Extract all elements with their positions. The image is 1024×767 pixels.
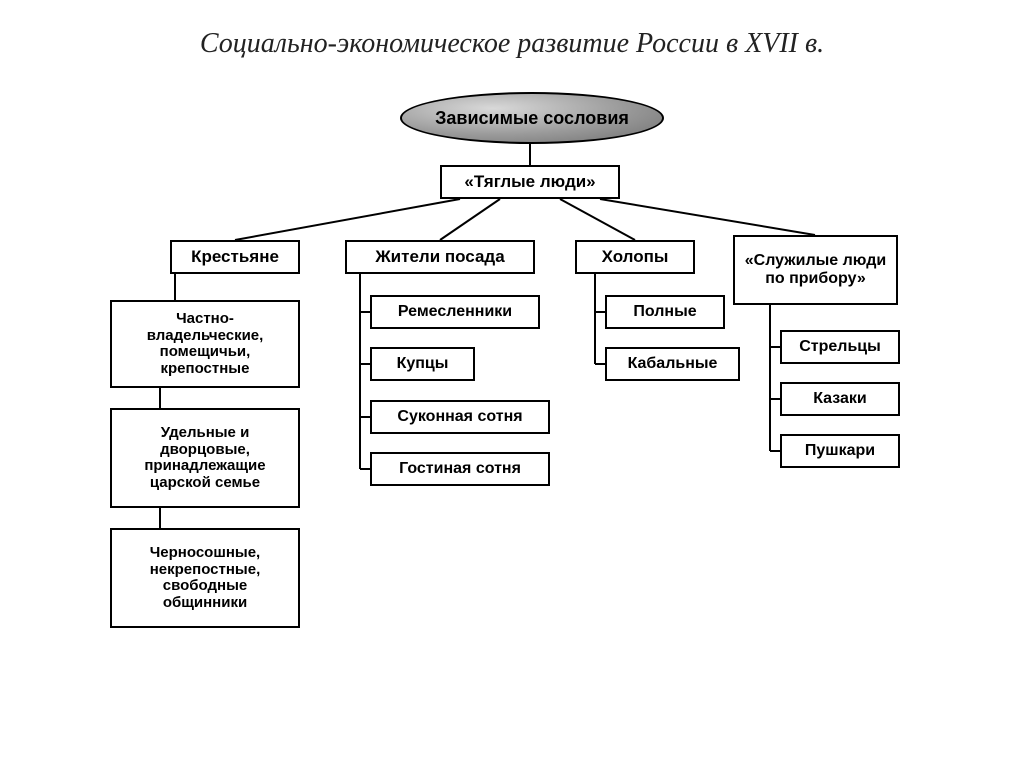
- node-sukon: Суконная сотня: [370, 400, 550, 434]
- node-label: Черносошные, некрепостные, свободные общ…: [120, 545, 290, 611]
- node-label: Удельные и дворцовые, принадлежащие царс…: [120, 425, 290, 491]
- node-kabal: Кабальные: [605, 347, 740, 381]
- node-label: «Служилые люди по прибору»: [743, 252, 888, 287]
- node-kr1: Частно-владельческие, помещичьи, крепост…: [110, 300, 300, 388]
- connector-line: [440, 199, 500, 240]
- node-label: Кабальные: [628, 355, 718, 373]
- node-label: Гостиная сотня: [399, 460, 521, 478]
- node-label: Холопы: [602, 248, 669, 267]
- node-gost: Гостиная сотня: [370, 452, 550, 486]
- node-pushkari: Пушкари: [780, 434, 900, 468]
- node-kuptsy: Купцы: [370, 347, 475, 381]
- node-label: Полные: [633, 303, 696, 321]
- node-kazaki: Казаки: [780, 382, 900, 416]
- node-holopy: Холопы: [575, 240, 695, 274]
- node-streltsy: Стрельцы: [780, 330, 900, 364]
- node-remesl: Ремесленники: [370, 295, 540, 329]
- node-label: Крестьяне: [191, 248, 279, 267]
- node-label: Ремесленники: [398, 303, 512, 321]
- node-posad: Жители посада: [345, 240, 535, 274]
- connector-line: [560, 199, 635, 240]
- node-label: Суконная сотня: [397, 408, 522, 426]
- node-label: Зависимые сословия: [435, 108, 629, 129]
- node-kr2: Удельные и дворцовые, принадлежащие царс…: [110, 408, 300, 508]
- node-sluzhil: «Служилые люди по прибору»: [733, 235, 898, 305]
- node-label: Купцы: [397, 355, 449, 373]
- node-kr3: Черносошные, некрепостные, свободные общ…: [110, 528, 300, 628]
- node-polnye: Полные: [605, 295, 725, 329]
- node-label: Жители посада: [375, 248, 504, 267]
- node-label: «Тяглые люди»: [464, 173, 595, 192]
- diagram-stage: Зависимые сословия «Тяглые люди» Крестьяне…: [0, 70, 1024, 750]
- connector-line: [235, 199, 460, 240]
- node-tyaglie: «Тяглые люди»: [440, 165, 620, 199]
- node-label: Частно-владельческие, помещичьи, крепост…: [120, 311, 290, 377]
- node-root: Зависимые сословия: [400, 92, 664, 144]
- node-label: Пушкари: [805, 442, 875, 460]
- node-krestyane: Крестьяне: [170, 240, 300, 274]
- page-title: Социально-экономическое развитие России …: [0, 0, 1024, 70]
- node-label: Стрельцы: [799, 338, 881, 356]
- connector-line: [600, 199, 815, 235]
- node-label: Казаки: [813, 390, 867, 408]
